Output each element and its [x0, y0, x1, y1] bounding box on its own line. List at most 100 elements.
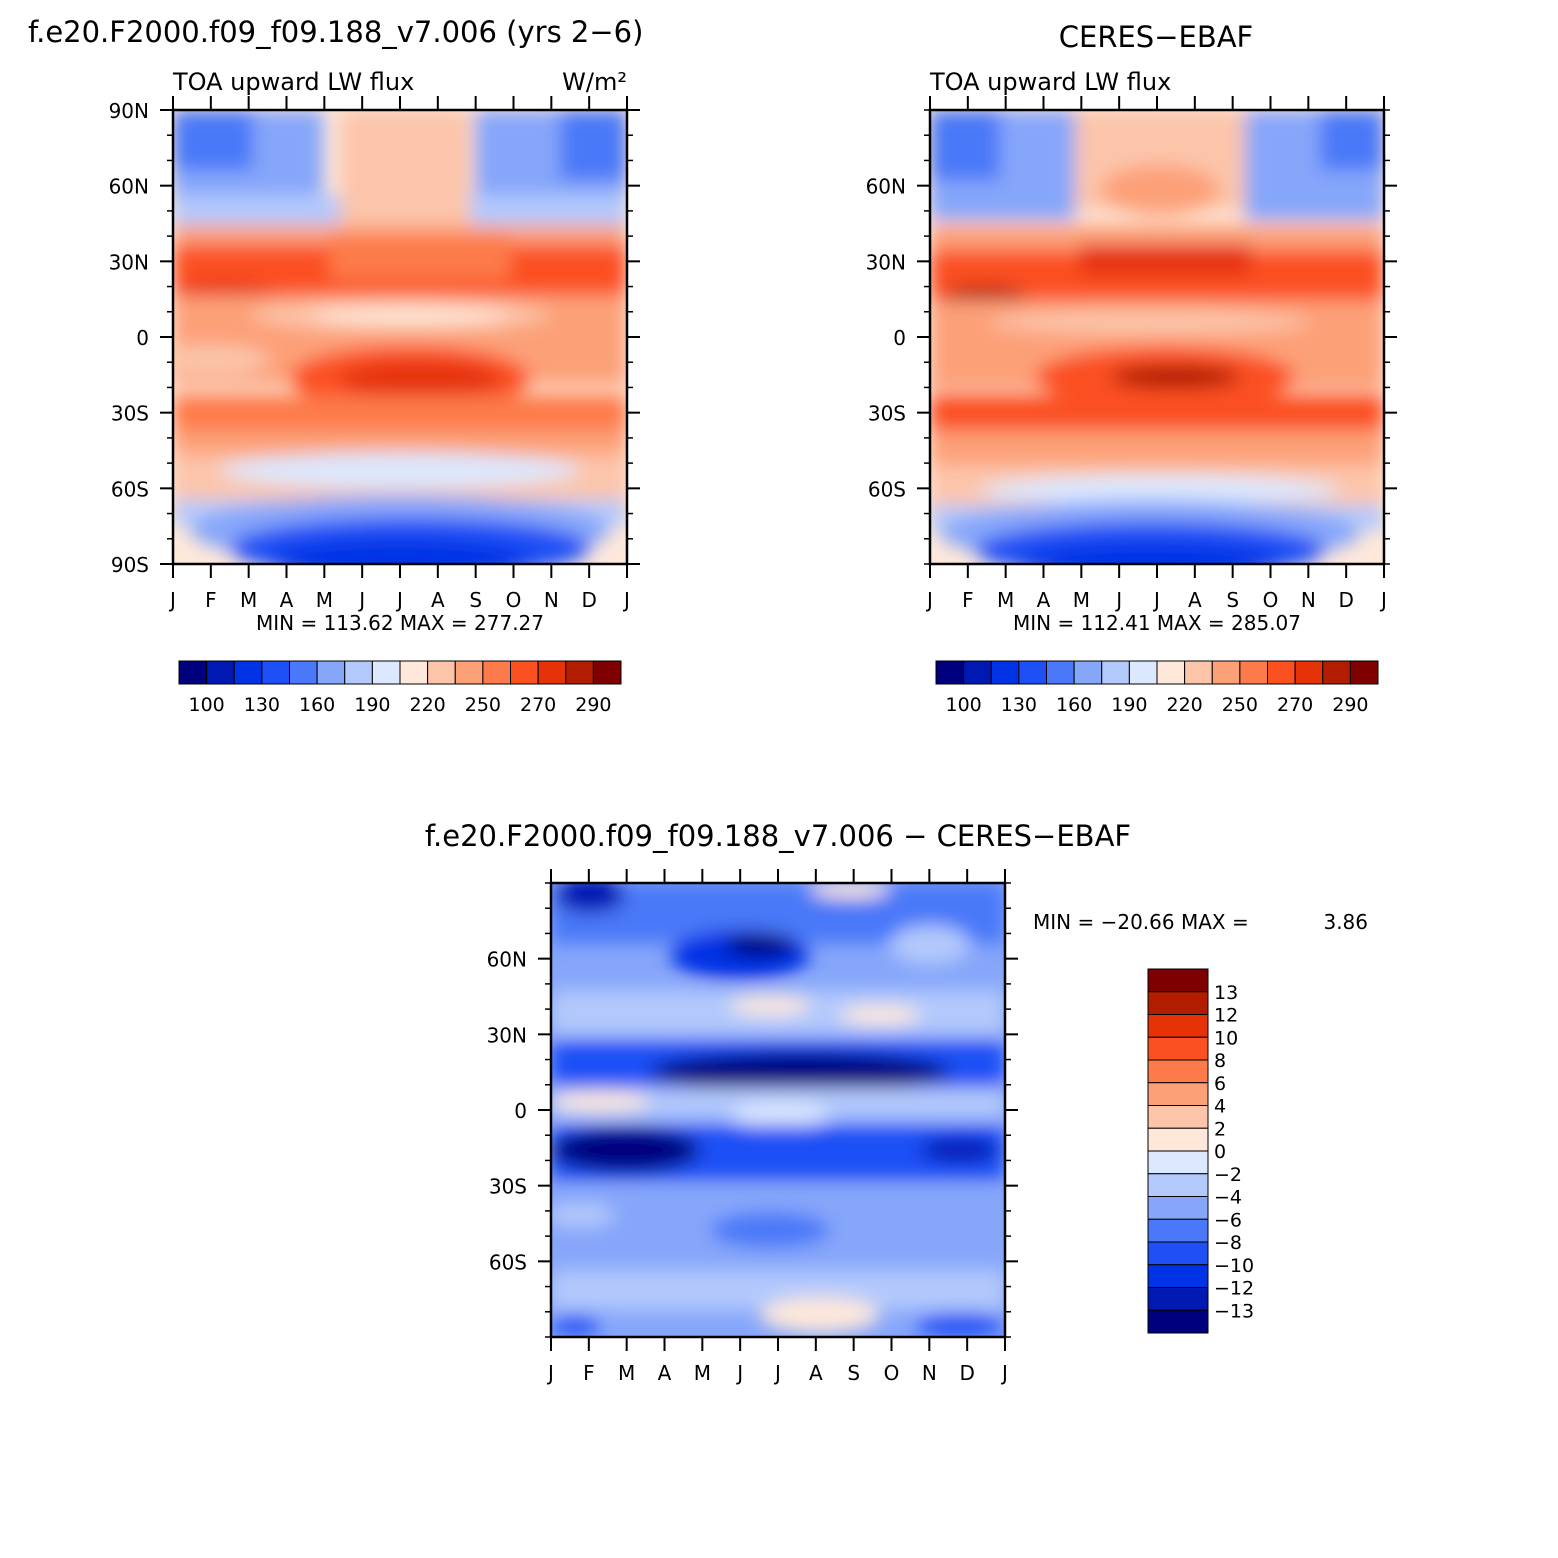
obs-y-tick-label: 30S	[868, 402, 906, 426]
difference-min-max: MIN = −20.66 MAX =	[1033, 910, 1249, 934]
diff-y-tick-label: 30S	[489, 1175, 527, 1199]
model-x-tick-label: J	[622, 588, 630, 612]
model-colorbar-label: 290	[575, 694, 611, 716]
diff-x-tick-label: O	[884, 1361, 900, 1385]
diff-y-tick-label: 30N	[487, 1023, 527, 1047]
left-units: W/m²	[562, 68, 627, 96]
diff-colorbar-label: 0	[1214, 1141, 1226, 1163]
diff-y-tick-label: 0	[514, 1099, 527, 1123]
diff-colorbar-label: 6	[1214, 1073, 1226, 1095]
diff-colorbar-box	[1147, 1036, 1209, 1061]
diff-colorbar-label: 2	[1214, 1118, 1226, 1140]
obs-colorbar-label: 220	[1166, 694, 1202, 716]
model-flux-field	[173, 110, 627, 564]
obs-colorbar-box	[1101, 660, 1130, 685]
obs-x-tick-label: F	[962, 588, 974, 612]
obs-x-tick-label: N	[1301, 588, 1316, 612]
obs-y-tick-label: 30N	[866, 250, 906, 274]
obs-colorbar-box	[1184, 660, 1213, 685]
obs-x-tick-label: M	[1073, 588, 1090, 612]
model-x-tick-label: J	[395, 588, 403, 612]
diff-colorbar-box	[1147, 1127, 1209, 1152]
model-colorbar-box	[427, 660, 456, 685]
difference-panel-title: f.e20.F2000.f09_f09.188_v7.006 − CERES−E…	[425, 819, 1131, 853]
obs-colorbar-label: 160	[1056, 694, 1092, 716]
model-y-tick-label: 60S	[111, 477, 149, 501]
diff-colorbar-box	[1147, 1241, 1209, 1266]
diff-colorbar-box	[1147, 1105, 1209, 1129]
diff-x-tick-label: J	[546, 1361, 554, 1385]
model-colorbar-box	[233, 660, 263, 685]
diff-colorbar-label: −6	[1214, 1209, 1242, 1231]
model-x-tick-label: A	[280, 588, 294, 612]
obs-colorbar-label: 100	[945, 694, 981, 716]
difference-max-value: 3.86	[1323, 910, 1368, 934]
obs-colorbar-box	[1156, 660, 1186, 685]
obs-colorbar-box	[1211, 660, 1241, 685]
diff-colorbar-box	[1147, 1196, 1209, 1220]
diff-y-tick-label: 60N	[487, 948, 527, 972]
model-y-tick-label: 90N	[109, 99, 149, 123]
obs-x-tick-label: A	[1188, 588, 1202, 612]
diff-colorbar-label: −10	[1214, 1255, 1254, 1277]
diff-x-tick-label: J	[773, 1361, 781, 1385]
diff-colorbar-label: −4	[1214, 1187, 1242, 1209]
model-x-tick-label: D	[581, 588, 596, 612]
diff-colorbar-box	[1147, 1150, 1209, 1175]
obs-y-tick-label: 60N	[866, 175, 906, 199]
colorbar-layer: 100 130 160 190 220 250 270 290 100 130 160 190 220 2…	[178, 660, 1379, 1334]
diff-colorbar-label: −2	[1214, 1164, 1242, 1186]
diff-colorbar-label: 8	[1214, 1050, 1226, 1072]
diff-x-tick-label: S	[847, 1361, 860, 1385]
diff-x-tick-label: J	[735, 1361, 743, 1385]
obs-colorbar-label: 130	[1001, 694, 1037, 716]
obs-colorbar-box	[1073, 660, 1103, 685]
diff-colorbar-label: 4	[1214, 1096, 1226, 1118]
diff-colorbar-box	[1147, 1287, 1209, 1311]
model-x-tick-label: M	[240, 588, 257, 612]
model-y-tick-label: 30S	[111, 402, 149, 426]
left-subtitle: TOA upward LW flux	[172, 68, 414, 96]
diff-colorbar-box	[1147, 1173, 1209, 1197]
left-panel-title: f.e20.F2000.f09_f09.188_v7.006 (yrs 2−6)	[28, 15, 643, 49]
obs-colorbar-box	[1239, 660, 1268, 685]
diff-x-tick-label: M	[694, 1361, 711, 1385]
model-x-tick-label: F	[205, 588, 217, 612]
diff-x-tick-label: M	[618, 1361, 635, 1385]
model-colorbar-box	[454, 660, 484, 685]
diff-colorbar-box	[1147, 991, 1209, 1015]
model-x-tick-label: O	[506, 588, 522, 612]
obs-colorbar-label: 290	[1332, 694, 1368, 716]
model-y-tick-label: 60N	[109, 175, 149, 199]
model-colorbar-box	[178, 660, 208, 685]
right-min-max: MIN = 112.41 MAX = 285.07	[1013, 611, 1301, 635]
model-y-tick-label: 30N	[109, 250, 149, 274]
right-subtitle: TOA upward LW flux	[929, 68, 1171, 96]
model-colorbar-box	[565, 660, 594, 685]
model-colorbar-label: 100	[188, 694, 224, 716]
diff-colorbar-label: −13	[1214, 1300, 1254, 1322]
diff-x-tick-label: D	[959, 1361, 974, 1385]
diff-colorbar-box	[1147, 1059, 1209, 1084]
diff-colorbar-box	[1147, 1014, 1209, 1038]
model-colorbar-box	[206, 660, 235, 685]
model-colorbar-label: 160	[299, 694, 335, 716]
diff-x-tick-label: A	[809, 1361, 823, 1385]
right-panel-title: CERES−EBAF	[1059, 20, 1254, 54]
obs-x-tick-label: O	[1263, 588, 1279, 612]
obs-colorbar-box	[1322, 660, 1351, 685]
model-x-tick-label: M	[316, 588, 333, 612]
model-colorbar-box	[261, 660, 290, 685]
model-colorbar-box	[289, 660, 318, 685]
obs-x-tick-label: A	[1037, 588, 1051, 612]
diff-colorbar-box	[1147, 1309, 1209, 1334]
obs-colorbar-box	[935, 660, 965, 685]
obs-x-tick-label: D	[1338, 588, 1353, 612]
obs-colorbar-box	[1046, 660, 1075, 685]
diff-x-tick-label: F	[583, 1361, 595, 1385]
model-y-tick-label: 0	[136, 326, 149, 350]
obs-y-tick-label: 0	[893, 326, 906, 350]
diff-colorbar-label: 12	[1214, 1005, 1238, 1027]
model-colorbar-box	[537, 660, 567, 685]
obs-colorbar-box	[1349, 660, 1379, 685]
